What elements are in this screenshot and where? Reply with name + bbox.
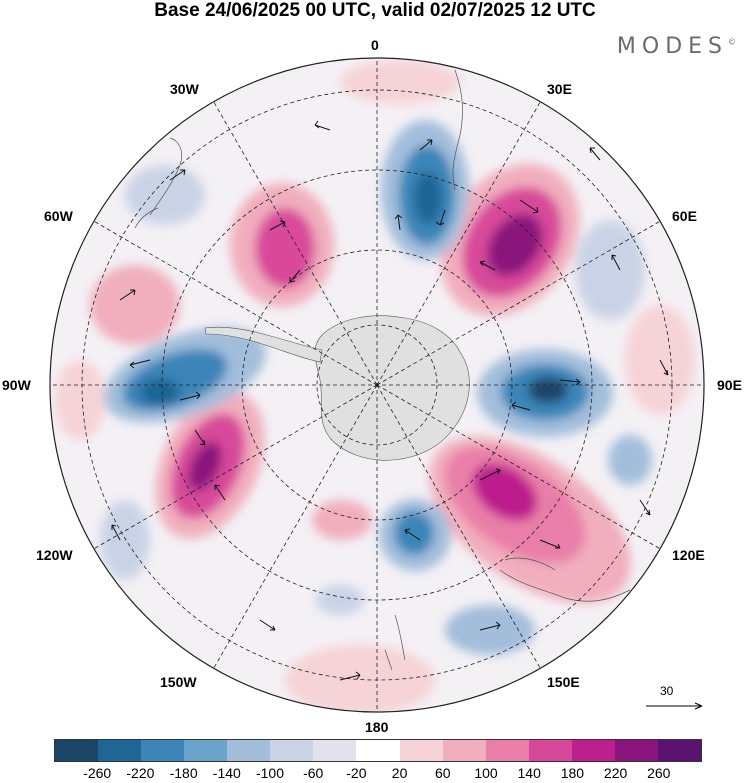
- colorbar-swatch: [399, 740, 443, 761]
- graticule: [50, 58, 704, 712]
- wind-vector: [129, 359, 151, 369]
- colorbar-swatch: [442, 740, 486, 761]
- longitude-label-90e: 90E: [717, 377, 742, 393]
- longitude-label-180: 180: [365, 719, 389, 735]
- anomaly-field: [55, 60, 695, 712]
- colorbar-tick-label: -260: [83, 765, 112, 781]
- longitude-label-150e: 150E: [547, 674, 580, 690]
- longitude-label-0: 0: [371, 37, 379, 53]
- longitude-label-60e: 60E: [672, 208, 697, 224]
- colorbar-swatch: [614, 740, 658, 761]
- africa-coast: [452, 69, 463, 191]
- wind-vector: [479, 621, 501, 631]
- colorbar-tick-label: 220: [603, 765, 628, 781]
- wind-vectors: [111, 120, 669, 681]
- colorbar-swatch: [528, 740, 572, 761]
- colorbar-tick-label: -220: [126, 765, 155, 781]
- colorbar-swatch: [657, 740, 701, 761]
- colorbar-tick-label: 180: [560, 765, 585, 781]
- wind-vector: [269, 220, 286, 231]
- colorbar-tick-label: -140: [212, 765, 241, 781]
- longitude-label-30e: 30E: [547, 81, 572, 97]
- colorbar-tick-label: 140: [517, 765, 541, 781]
- wind-vector: [639, 499, 651, 516]
- colorbar-tick-label: 60: [435, 765, 451, 781]
- wind-vector: [479, 468, 501, 481]
- longitude-label-150w: 150W: [160, 674, 197, 690]
- longitude-label-30w: 30W: [170, 81, 199, 97]
- colorbar-tick-label: 260: [647, 765, 671, 781]
- wind-vector: [169, 169, 186, 181]
- colorbar-swatch: [227, 740, 271, 761]
- longitude-label-90w: 90W: [2, 377, 31, 393]
- wind-vector: [539, 539, 561, 549]
- wind-vector: [289, 269, 301, 283]
- colorbar-tick-label: 100: [474, 765, 498, 781]
- colorbar-swatch: [184, 740, 228, 761]
- map-title: Base 24/06/2025 00 UTC, valid 02/07/2025…: [154, 0, 596, 21]
- new-zealand-coast: [384, 614, 406, 671]
- colorbar-tick-label: -60: [303, 765, 324, 781]
- wind-vector: [659, 359, 669, 376]
- colorbar-swatch: [485, 740, 529, 761]
- longitude-label-60w: 60W: [44, 208, 73, 224]
- colorbar-swatch: [98, 740, 142, 761]
- wind-vector: [559, 378, 581, 386]
- wind-vector: [314, 120, 331, 131]
- colorbar-swatch: [141, 740, 185, 761]
- wind-vector: [194, 429, 206, 446]
- colorbar-tick-label: 20: [391, 765, 408, 781]
- wind-reference-label: 30: [660, 684, 674, 698]
- wind-vector: [519, 199, 539, 214]
- wind-vector: [394, 214, 403, 231]
- colorbar-swatch: [313, 740, 357, 761]
- wind-vector: [214, 484, 226, 501]
- wind-reference-arrow: [646, 702, 703, 710]
- antarctic-peninsula: [204, 326, 323, 363]
- colorbar-swatch: [571, 740, 615, 761]
- colorbar-ticks: -260 -220 -180 -140 -100 -60 -20 20 60 100 140 180 2…: [0, 765, 750, 783]
- map-border: [49, 57, 705, 713]
- polar-map: [49, 57, 705, 713]
- antarctica-landmass: [314, 315, 470, 461]
- brand-name: MODES: [616, 34, 728, 59]
- colorbar: [54, 739, 702, 762]
- wind-vector: [419, 139, 433, 151]
- wind-vector: [511, 401, 531, 411]
- wind-vector: [119, 289, 136, 301]
- wind-vector: [339, 671, 361, 681]
- wind-vector: [611, 254, 621, 271]
- longitude-label-120e: 120E: [672, 547, 705, 563]
- south-america-coast: [134, 137, 183, 229]
- anomaly-positive-70w: [90, 265, 180, 345]
- longitude-label-120w: 120W: [36, 547, 73, 563]
- modes-logo: MODES©: [617, 34, 736, 59]
- colorbar-tick-label: -180: [169, 765, 198, 781]
- wind-vector: [589, 147, 601, 161]
- wind-vector: [479, 260, 496, 271]
- colorbar-tick-label: -100: [255, 765, 285, 781]
- colorbar-swatch: [55, 740, 99, 761]
- australia-coast: [499, 557, 631, 602]
- wind-vector: [404, 528, 421, 541]
- wind-vector: [111, 524, 121, 541]
- wind-vector: [179, 391, 201, 401]
- colorbar-tick-label: -20: [346, 765, 367, 781]
- wind-vector: [259, 619, 276, 631]
- brand-mark: ©: [728, 37, 736, 47]
- colorbar-swatch: [270, 740, 314, 761]
- wind-vector: [435, 209, 446, 226]
- colorbar-swatch: [356, 740, 400, 761]
